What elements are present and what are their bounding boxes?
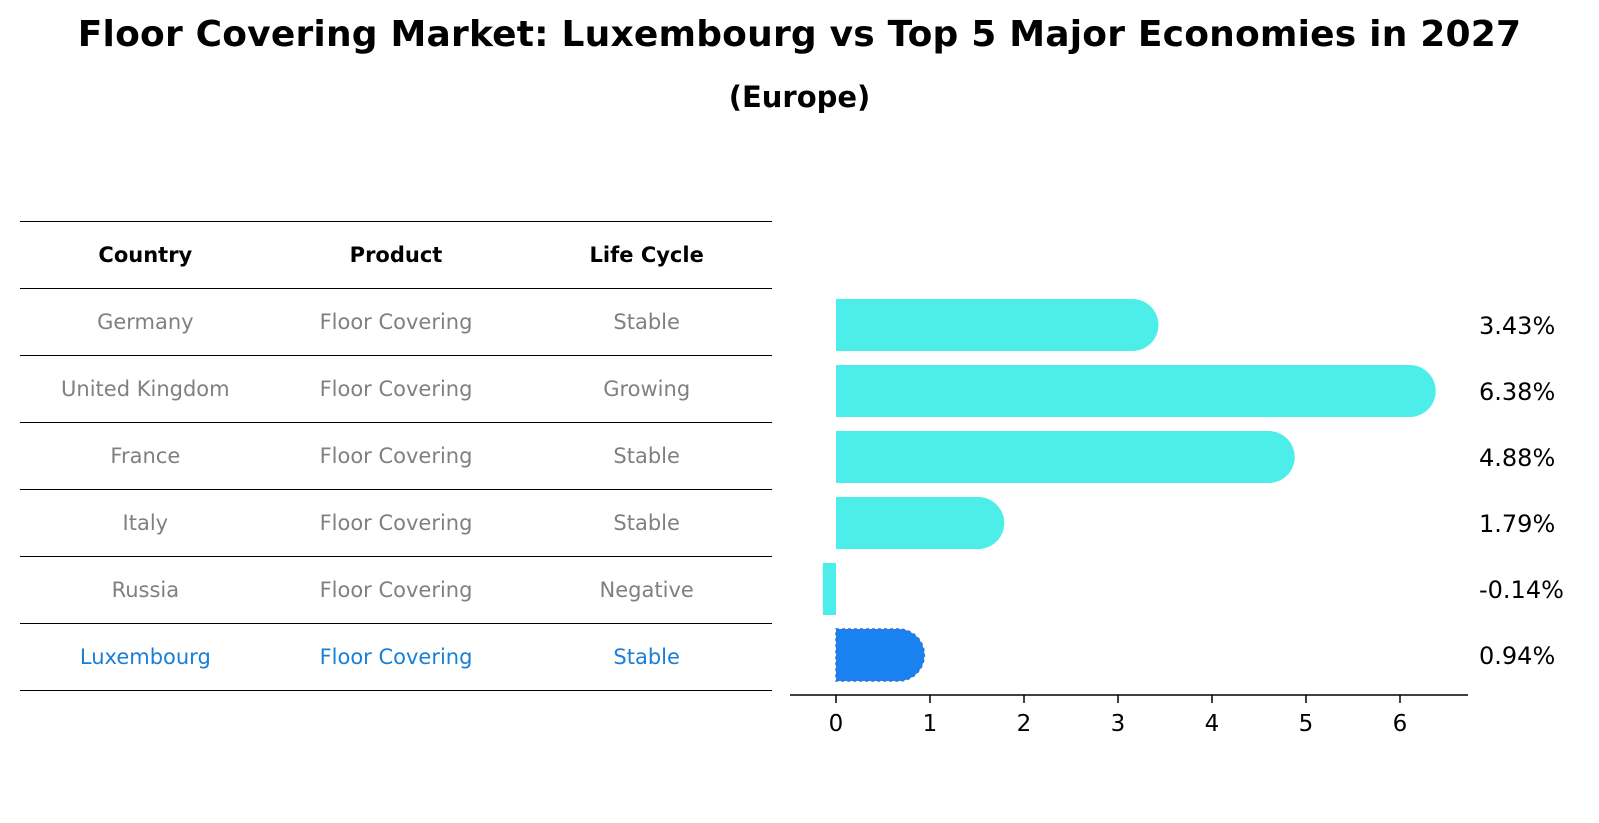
bar-luxembourg	[835, 628, 926, 682]
cell-life-cycle: Stable	[613, 444, 680, 468]
data-label-germany: 3.43%	[1479, 312, 1555, 340]
data-label-luxembourg: 0.94%	[1479, 642, 1555, 670]
chart-subtitle: (Europe)	[728, 80, 871, 114]
x-tick-label-0: 0	[829, 711, 844, 737]
cell-product: Floor Covering	[319, 511, 473, 535]
cell-life-cycle: Stable	[613, 645, 680, 669]
table-row: Russia Floor Covering Negative	[20, 556, 772, 623]
cell-product: Floor Covering	[319, 645, 473, 669]
cell-life-cycle: Negative	[599, 578, 694, 602]
cell-country: United Kingdom	[61, 377, 230, 401]
cell-country: Germany	[97, 310, 194, 334]
x-tick-label-1: 1	[923, 711, 938, 737]
cell-life-cycle: Growing	[603, 377, 691, 401]
x-tick-label-3: 3	[1111, 711, 1126, 737]
table-row: Germany Floor Covering Stable	[20, 288, 772, 355]
bar-united-kingdom	[836, 365, 1436, 417]
table-row: United Kingdom Floor Covering Growing	[20, 355, 772, 422]
cell-country: Luxembourg	[79, 645, 211, 669]
data-label-united-kingdom: 6.38%	[1479, 378, 1555, 406]
bar-russia	[822, 563, 836, 615]
x-tick-label-6: 6	[1393, 711, 1408, 737]
cell-country: France	[110, 444, 181, 468]
table-header-row: Country Product Life Cycle	[20, 221, 772, 288]
table-row: France Floor Covering Stable	[20, 422, 772, 489]
cell-life-cycle: Stable	[613, 511, 680, 535]
x-tick-label-2: 2	[1017, 711, 1032, 737]
cell-product: Floor Covering	[319, 310, 473, 334]
x-tick-label-4: 4	[1205, 711, 1220, 737]
table-row: Italy Floor Covering Stable	[20, 489, 772, 556]
cell-product: Floor Covering	[319, 444, 473, 468]
data-label-france: 4.88%	[1479, 444, 1555, 472]
bar-france	[836, 431, 1295, 483]
data-label-russia: -0.14%	[1479, 576, 1564, 604]
cell-country: Russia	[111, 578, 180, 602]
x-tick-label-5: 5	[1299, 711, 1314, 737]
cell-country: Italy	[122, 511, 169, 535]
cell-product: Floor Covering	[319, 578, 473, 602]
comparison-table: Country Product Life Cycle Germany Floor…	[20, 221, 772, 691]
cell-life-cycle: Stable	[613, 310, 680, 334]
chart-title: Floor Covering Market: Luxembourg vs Top…	[77, 14, 1522, 55]
bar-germany	[836, 299, 1159, 351]
header-product: Product	[349, 243, 443, 267]
bar-italy	[836, 497, 1005, 549]
table-row-highlighted: Luxembourg Floor Covering Stable	[20, 623, 772, 691]
data-label-italy: 1.79%	[1479, 510, 1555, 538]
cell-product: Floor Covering	[319, 377, 473, 401]
header-life-cycle: Life Cycle	[589, 243, 704, 267]
header-country: Country	[98, 243, 193, 267]
